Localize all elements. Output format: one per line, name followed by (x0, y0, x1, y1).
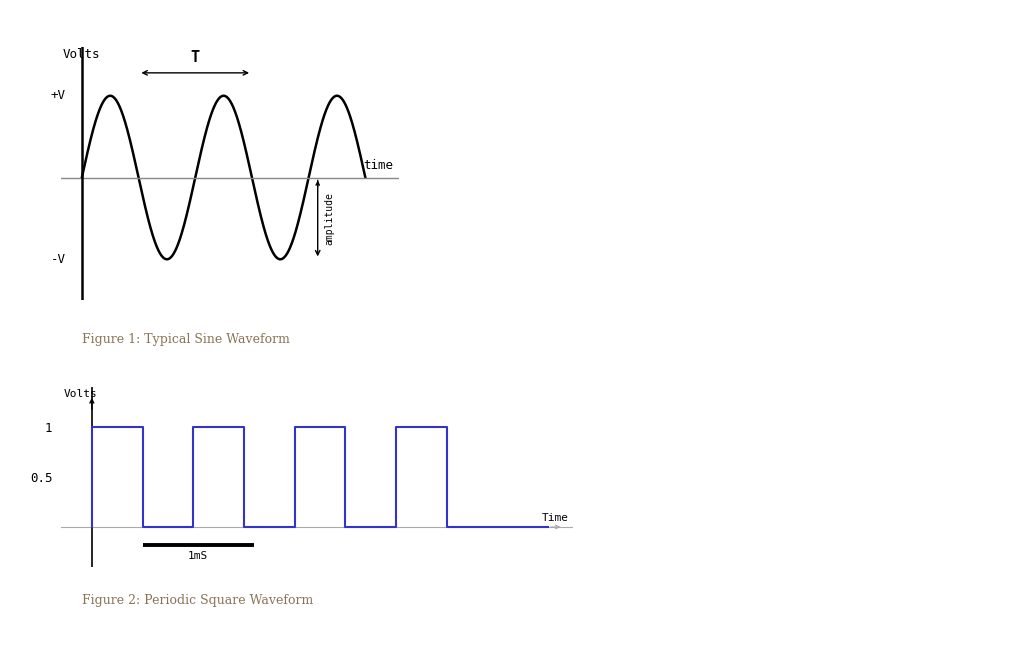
Text: Figure 1: Typical Sine Waveform: Figure 1: Typical Sine Waveform (82, 334, 290, 346)
Text: Volts: Volts (63, 389, 97, 399)
Text: -V: -V (51, 253, 66, 265)
Text: Figure 2: Periodic Square Waveform: Figure 2: Periodic Square Waveform (82, 594, 313, 606)
Text: time: time (364, 159, 393, 172)
Text: 1mS: 1mS (188, 551, 209, 561)
Text: amplitude: amplitude (325, 192, 335, 245)
Text: Time: Time (542, 513, 568, 523)
Text: +V: +V (51, 89, 66, 102)
Text: Volts: Volts (62, 48, 100, 61)
Text: T: T (190, 51, 200, 65)
